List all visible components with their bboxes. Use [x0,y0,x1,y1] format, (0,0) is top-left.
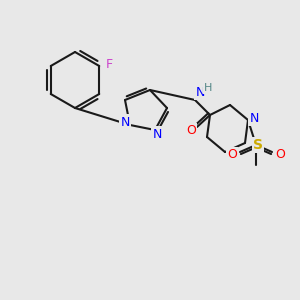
Text: F: F [106,58,113,70]
Text: N: N [120,116,130,128]
Text: O: O [186,124,196,137]
Text: O: O [227,148,237,161]
Text: H: H [204,83,212,93]
Text: N: N [195,85,205,98]
Text: N: N [249,112,259,124]
Text: O: O [275,148,285,161]
Text: S: S [253,138,263,152]
Text: N: N [152,128,162,140]
